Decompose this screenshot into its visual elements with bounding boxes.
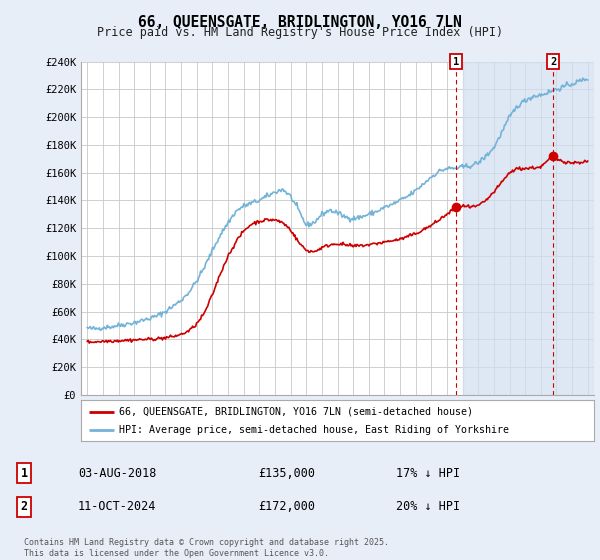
Bar: [463, 62, 594, 395]
Text: 1: 1: [453, 57, 459, 67]
Text: £172,000: £172,000: [258, 500, 315, 514]
Text: £135,000: £135,000: [258, 466, 315, 480]
Text: 1: 1: [20, 466, 28, 480]
Text: 20% ↓ HPI: 20% ↓ HPI: [396, 500, 460, 514]
Text: 17% ↓ HPI: 17% ↓ HPI: [396, 466, 460, 480]
Text: Contains HM Land Registry data © Crown copyright and database right 2025.
This d: Contains HM Land Registry data © Crown c…: [24, 538, 389, 558]
Text: 2: 2: [20, 500, 28, 514]
Text: 66, QUEENSGATE, BRIDLINGTON, YO16 7LN (semi-detached house): 66, QUEENSGATE, BRIDLINGTON, YO16 7LN (s…: [119, 407, 473, 417]
Text: 11-OCT-2024: 11-OCT-2024: [78, 500, 157, 514]
Text: HPI: Average price, semi-detached house, East Riding of Yorkshire: HPI: Average price, semi-detached house,…: [119, 425, 509, 435]
Text: Price paid vs. HM Land Registry's House Price Index (HPI): Price paid vs. HM Land Registry's House …: [97, 26, 503, 39]
Text: 66, QUEENSGATE, BRIDLINGTON, YO16 7LN: 66, QUEENSGATE, BRIDLINGTON, YO16 7LN: [138, 15, 462, 30]
Text: 2: 2: [550, 57, 556, 67]
Text: 03-AUG-2018: 03-AUG-2018: [78, 466, 157, 480]
